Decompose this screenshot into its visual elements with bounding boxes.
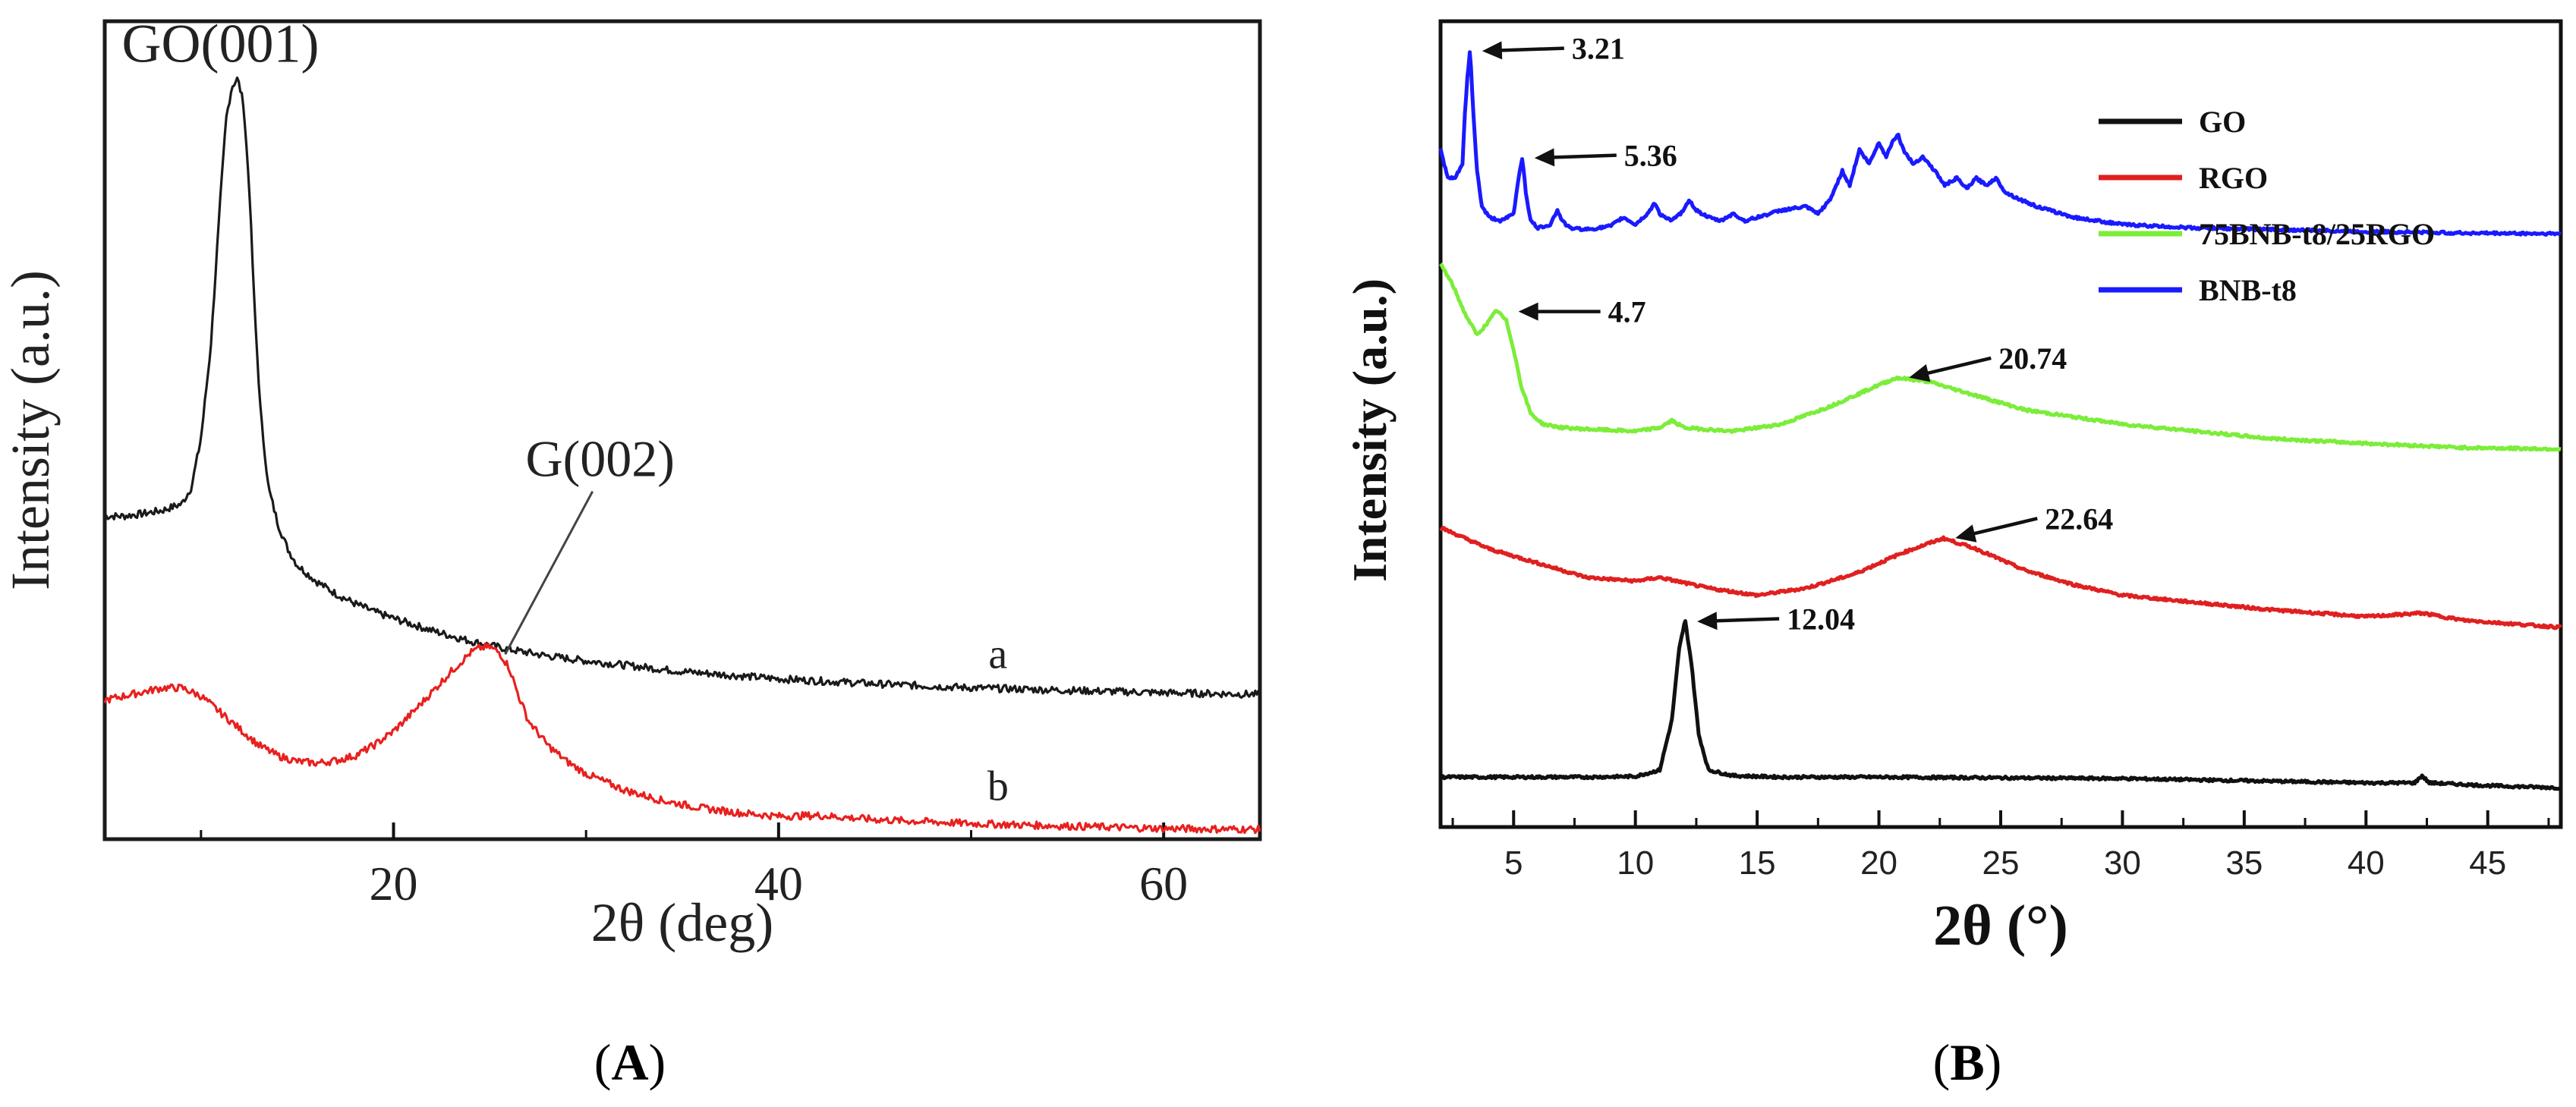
x-tick-label: 20 (1860, 844, 1897, 882)
annotation-20-74-arrow-head (1909, 363, 1931, 382)
panel-b-legend: GO RGO 75BNB-t8/25RGO BNB-t8 (2099, 105, 2435, 307)
annotation-5-36-arrow-head (1534, 148, 1555, 167)
g002-leader-line (504, 490, 594, 656)
annotation-go-001-: GO(001) (122, 13, 320, 74)
panel-b-y-axis-label: Intensity (a.u.) (1343, 278, 1397, 582)
panel-b-caption-letter: B (1950, 1033, 1984, 1091)
legend-label-rgo: RGO (2199, 161, 2268, 195)
x-tick-label: 15 (1739, 844, 1776, 882)
annotation-5-36-arrow-shaft (1545, 153, 1617, 160)
annotation-20-74: 20.74 (1998, 341, 2067, 376)
annotation-3-21: 3.21 (1572, 32, 1625, 66)
annotation-g-002-: G(002) (525, 430, 674, 488)
panel-b-plot-frame (1438, 19, 2563, 829)
annotation-22-64: 22.64 (2045, 502, 2113, 536)
annotation-5-36: 5.36 (1624, 139, 1677, 173)
annotation-20-74-arrow-shaft (1919, 356, 1992, 377)
annotation-4-7-arrow-head (1518, 302, 1538, 321)
annotation-22-64-arrow-head (1955, 524, 1977, 542)
legend-label-go: GO (2199, 105, 2246, 139)
annotation-22-64-arrow-shaft (1965, 517, 2038, 537)
x-tick-label: 5 (1504, 844, 1523, 882)
annotation-3-21-arrow-shaft (1492, 46, 1564, 53)
annotation-b: b (987, 763, 1009, 810)
series-line-rgo (1439, 526, 2562, 631)
annotation-12-04: 12.04 (1787, 602, 1855, 636)
annotation-a: a (988, 631, 1007, 678)
x-tick-label: 45 (2469, 844, 2506, 882)
x-tick-label: 40 (754, 857, 803, 910)
panel-b-caption: (B) (1933, 1033, 2002, 1091)
series-line-75bnb-t8-25rgo (1439, 263, 2562, 452)
series-line-go (1440, 619, 2562, 791)
panel-a-caption-letter: A (611, 1033, 648, 1091)
panel-a-x-axis-label: 2θ (deg) (591, 892, 773, 953)
x-tick-label: 30 (2104, 844, 2141, 882)
series-line-bnb-t8 (1438, 50, 2562, 237)
annotation-4-7: 4.7 (1608, 295, 1646, 329)
x-tick-label: 40 (2348, 844, 2385, 882)
x-tick-label: 60 (1139, 857, 1188, 910)
x-tick-label: 10 (1617, 844, 1654, 882)
x-tick-label: 20 (370, 857, 418, 910)
panel-a-caption: (A) (594, 1033, 666, 1091)
legend-label-75bnb-t8-25rgo: 75BNB-t8/25RGO (2199, 217, 2435, 251)
annotation-12-04-arrow-head (1697, 612, 1718, 631)
x-tick-label: 25 (1982, 844, 2020, 882)
annotation-3-21-arrow-head (1482, 41, 1503, 60)
x-tick-label: 35 (2225, 844, 2263, 882)
series-line-a (104, 76, 1261, 699)
panel-a-y-axis-label: Intensity (a.u.) (0, 270, 61, 590)
panel-b: 5 10 15 20 25 30 35 40 45 3.21 5.36 4.7 20.74 22.64 1… (1343, 19, 2563, 1091)
panel-a-plot-frame (102, 19, 1262, 841)
legend-label-bnb-t8: BNB-t8 (2199, 273, 2297, 307)
panel-b-x-axis-label: 2θ (°) (1933, 894, 2068, 958)
annotation-12-04-arrow-shaft (1708, 617, 1780, 623)
panel-a: 20 40 60 GO(001)G(002)ab Intensity (a.u.) … (0, 13, 1262, 1091)
series-line-b (103, 642, 1261, 835)
